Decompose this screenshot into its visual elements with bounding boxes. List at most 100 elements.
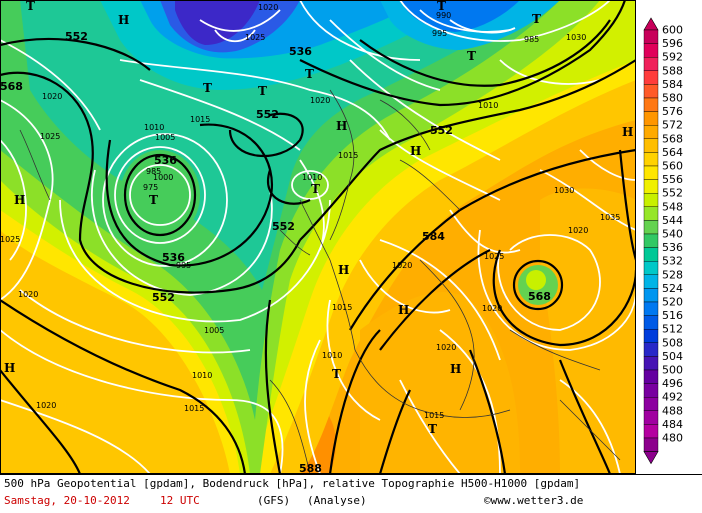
- chart-footer: 500 hPa Geopotential [gpdam], Bodendruck…: [0, 474, 702, 513]
- pressure-label: 1025: [0, 235, 20, 244]
- scale-swatch: [643, 315, 659, 330]
- pressure-label: 1020: [18, 290, 38, 299]
- geopotential-label: 536: [289, 45, 312, 58]
- run-type: (Analyse): [307, 494, 367, 507]
- high-marker: H: [118, 13, 129, 27]
- color-scale: 6005965925885845805765725685645605565525…: [643, 17, 683, 465]
- geopotential-lines: [0, 0, 636, 474]
- low-marker: T: [203, 81, 212, 95]
- pressure-label: 1030: [566, 33, 586, 42]
- isobars: [0, 0, 636, 474]
- pressure-labels: 1020 1025 990 995 985 1015 1010 1005 100…: [0, 3, 620, 420]
- scale-label: 568: [662, 132, 683, 145]
- scale-swatch: [643, 369, 659, 384]
- low-marker: T: [149, 193, 158, 207]
- geopotential-label: 568: [0, 80, 23, 93]
- scale-label: 540: [662, 227, 683, 240]
- map-border: [0, 0, 636, 474]
- pressure-label: 1020: [310, 96, 330, 105]
- scale-label: 492: [662, 391, 683, 404]
- low-marker: T: [467, 49, 476, 63]
- low-marker: T: [258, 84, 267, 98]
- scale-label: 564: [662, 146, 683, 159]
- geopotential-label: 552: [256, 108, 279, 121]
- high-marker: H: [14, 193, 25, 207]
- coastlines: [19, 89, 621, 474]
- pressure-label: 1010: [302, 173, 322, 182]
- scale-swatches: [643, 17, 659, 465]
- scale-swatch: [643, 329, 659, 344]
- scale-swatch: [643, 29, 659, 44]
- scale-swatch: [643, 437, 659, 452]
- scale-swatch: [643, 57, 659, 72]
- pressure-label: 1035: [600, 213, 620, 222]
- geopotential-label: 552: [430, 124, 453, 137]
- scale-label: 536: [662, 241, 683, 254]
- scale-label: 488: [662, 404, 683, 417]
- scale-swatch: [643, 192, 659, 207]
- field-far-east: [540, 188, 636, 474]
- pressure-label: 1010: [144, 123, 164, 132]
- high-marker: H: [336, 119, 347, 133]
- scale-swatch: [643, 288, 659, 303]
- pressure-label: 1025: [245, 33, 265, 42]
- credit-link[interactable]: ©www.wetter3.de: [484, 494, 584, 507]
- scale-label: 480: [662, 431, 683, 444]
- scale-label: 508: [662, 336, 683, 349]
- scale-label: 500: [662, 363, 683, 376]
- scale-swatch: [643, 206, 659, 221]
- pressure-label: 1020: [436, 343, 456, 352]
- pressure-label: 1020: [258, 3, 278, 12]
- scale-label: 512: [662, 323, 683, 336]
- scale-arrow-top: [643, 17, 659, 31]
- scale-arrow-bottom: [643, 451, 659, 465]
- scale-label: 600: [662, 23, 683, 36]
- high-markers: H H H H H H H H H: [4, 13, 633, 376]
- scale-swatch: [643, 220, 659, 235]
- pressure-label: 1015: [332, 303, 352, 312]
- scale-swatch: [643, 424, 659, 439]
- valid-date: Samstag, 20-10-2012: [4, 494, 130, 507]
- scale-swatch: [643, 356, 659, 371]
- low-marker: T: [305, 67, 314, 81]
- high-marker: H: [398, 303, 409, 317]
- scale-label: 584: [662, 78, 683, 91]
- scale-label: 552: [662, 187, 683, 200]
- scale-label: 496: [662, 377, 683, 390]
- scale-label: 592: [662, 51, 683, 64]
- scale-label: 588: [662, 64, 683, 77]
- scale-swatch: [643, 410, 659, 425]
- low-marker: T: [532, 12, 541, 26]
- pressure-label: 1020: [568, 226, 588, 235]
- low-markers: T T T T T T T T T T T: [26, 0, 541, 436]
- pressure-label: 1030: [554, 186, 574, 195]
- scale-swatch: [643, 274, 659, 289]
- pressure-label: 1010: [478, 101, 498, 110]
- pressure-label: 1000: [153, 173, 173, 182]
- field-east: [360, 291, 520, 474]
- scale-label: 556: [662, 173, 683, 186]
- scale-swatch: [643, 397, 659, 412]
- pressure-label: 1020: [42, 92, 62, 101]
- scale-swatch: [643, 261, 659, 276]
- low-marker: T: [311, 182, 320, 196]
- scale-label: 516: [662, 309, 683, 322]
- low-marker: T: [437, 0, 446, 13]
- high-marker: H: [4, 361, 15, 375]
- scale-label: 576: [662, 105, 683, 118]
- pressure-label: 1020: [482, 304, 502, 313]
- chart-description: 500 hPa Geopotential [gpdam], Bodendruck…: [4, 477, 581, 490]
- pressure-label: 1010: [322, 351, 342, 360]
- field-508: [175, 0, 260, 45]
- geopotential-label: 552: [65, 30, 88, 43]
- scale-label: 520: [662, 295, 683, 308]
- field-520-east: [400, 0, 520, 32]
- pressure-label: 995: [432, 29, 447, 38]
- scale-swatch: [643, 301, 659, 316]
- pressure-label: 1015: [190, 115, 210, 124]
- field-536: [20, 0, 540, 290]
- geopotential-label: 552: [152, 291, 175, 304]
- high-marker: H: [338, 263, 349, 277]
- valid-time: 12 UTC: [160, 494, 200, 507]
